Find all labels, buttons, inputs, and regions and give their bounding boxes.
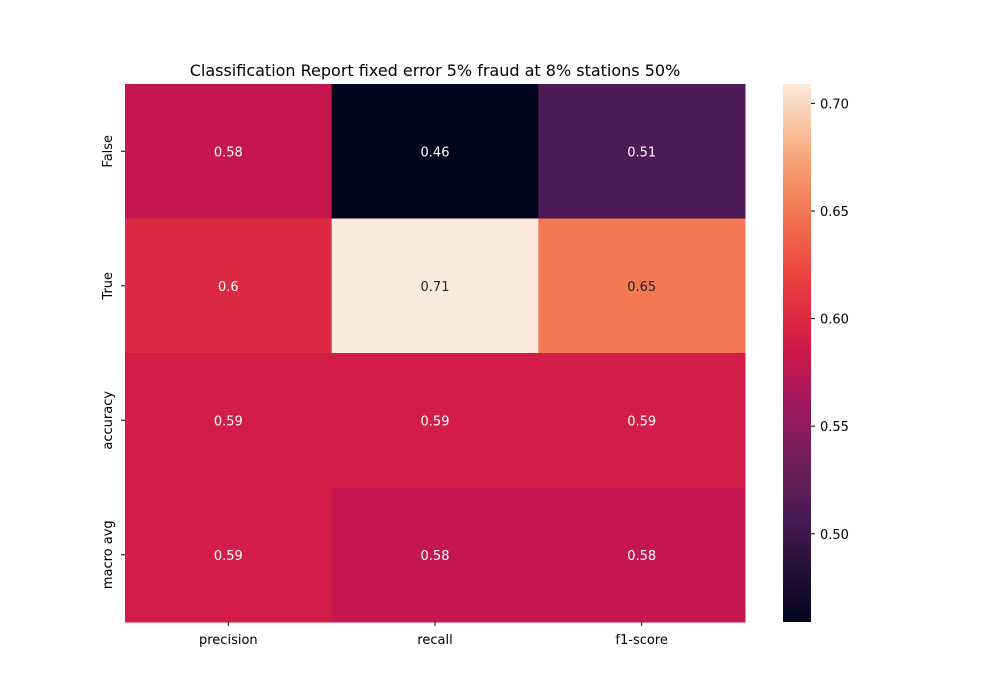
- y-tick-label-1: True: [101, 272, 116, 301]
- y-tick-label-3: macro avg: [101, 520, 116, 589]
- cell-value-label-3-2: 0.58: [627, 549, 656, 564]
- heatmap-cell-3-2: [538, 487, 746, 623]
- heatmap-cell-0-0: [125, 84, 333, 219]
- cell-value-label-1-0: 0.6: [218, 280, 239, 295]
- heatmap-cell-1-1: [331, 218, 539, 354]
- chart-title: Classification Report fixed error 5% fra…: [190, 61, 681, 80]
- cell-value-label-0-2: 0.51: [627, 145, 656, 160]
- x-tick-label-1: recall: [417, 633, 452, 648]
- heatmap-cells: 0.58 0.46 0.51 0.6 0.71 0.65 0.59 0.59 0.59 0.59 0…: [125, 84, 746, 623]
- heatmap-cell-2-2: [538, 353, 746, 488]
- cell-value-label-1-1: 0.71: [421, 280, 450, 295]
- x-axis: precision recall f1-score: [199, 622, 668, 648]
- x-tick-label-2: f1-score: [615, 633, 667, 648]
- heatmap-cell-3-0: [125, 487, 333, 623]
- y-axis: False True accuracy macro avg: [101, 135, 125, 589]
- colorbar-tick-label-1: 0.55: [820, 420, 849, 435]
- y-tick-label-2: accuracy: [101, 391, 116, 450]
- cell-value-label-3-0: 0.59: [214, 549, 243, 564]
- x-tick-label-0: precision: [199, 633, 258, 648]
- heatmap-cell-0-1: [331, 84, 539, 219]
- heatmap-cell-2-0: [125, 353, 333, 488]
- cell-value-label-2-1: 0.59: [421, 414, 450, 429]
- colorbar-tick-label-0: 0.50: [820, 528, 849, 543]
- colorbar-tick-label-3: 0.65: [820, 205, 849, 220]
- colorbar-tick-label-4: 0.70: [820, 97, 849, 112]
- colorbar-bar: [783, 84, 811, 622]
- cell-value-label-0-1: 0.46: [421, 145, 450, 160]
- cell-value-label-0-0: 0.58: [214, 145, 243, 160]
- colorbar: 0.50 0.55 0.60 0.65 0.70: [783, 84, 849, 622]
- heatmap-cell-2-1: [331, 353, 539, 488]
- cell-value-label-1-2: 0.65: [627, 280, 656, 295]
- y-tick-label-0: False: [101, 135, 116, 168]
- heatmap-cell-0-2: [538, 84, 746, 219]
- heatmap-cell-3-1: [331, 487, 539, 623]
- heatmap-cell-1-0: [125, 218, 333, 354]
- heatmap-cell-1-2: [538, 218, 746, 354]
- cell-value-label-3-1: 0.58: [421, 549, 450, 564]
- cell-value-label-2-2: 0.59: [627, 414, 656, 429]
- cell-value-label-2-0: 0.59: [214, 414, 243, 429]
- colorbar-tick-label-2: 0.60: [820, 313, 849, 328]
